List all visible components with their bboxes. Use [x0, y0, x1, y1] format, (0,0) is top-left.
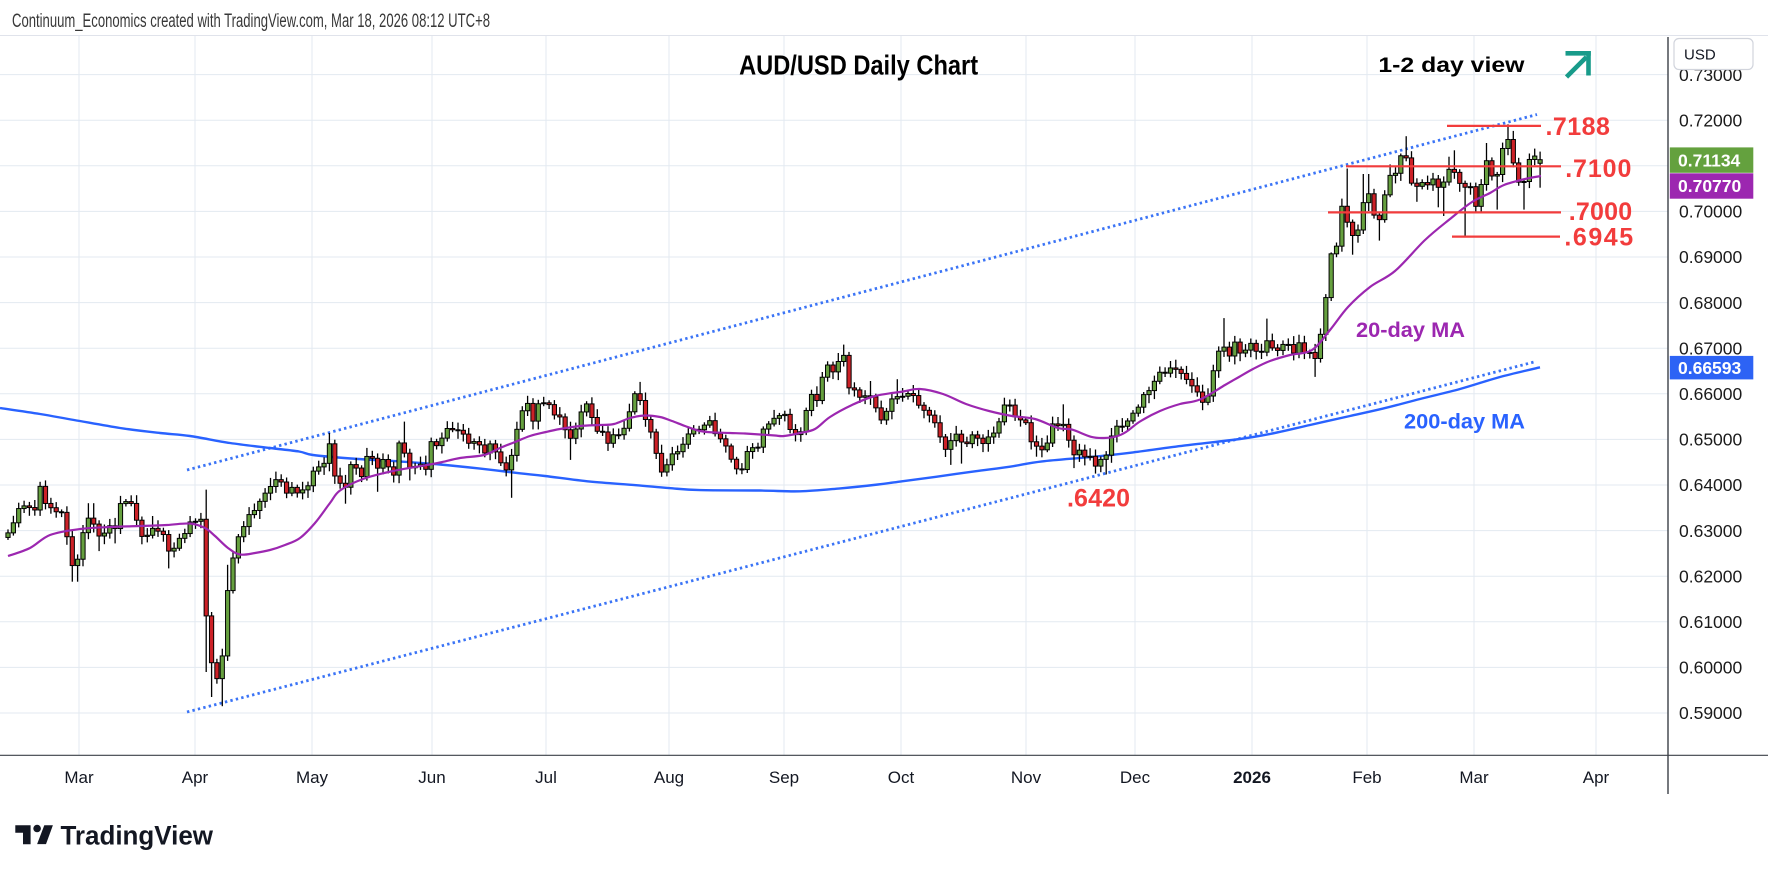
svg-text:0.69000: 0.69000 — [1679, 247, 1743, 267]
svg-text:Mar: Mar — [64, 768, 94, 787]
svg-text:USD: USD — [1684, 47, 1716, 64]
svg-text:0.70770: 0.70770 — [1678, 176, 1742, 196]
svg-text:.6945: .6945 — [1564, 223, 1633, 251]
svg-text:0.67000: 0.67000 — [1679, 338, 1743, 358]
svg-text:0.60000: 0.60000 — [1679, 658, 1743, 678]
svg-text:2026: 2026 — [1233, 768, 1271, 787]
svg-text:0.64000: 0.64000 — [1679, 475, 1743, 495]
svg-text:AUD/USD Daily Chart: AUD/USD Daily Chart — [739, 50, 978, 81]
svg-text:.7000: .7000 — [1569, 198, 1633, 226]
svg-text:0.66000: 0.66000 — [1679, 384, 1743, 404]
svg-text:Feb: Feb — [1352, 768, 1381, 787]
svg-text:Apr: Apr — [1583, 768, 1610, 787]
svg-text:TradingView: TradingView — [61, 820, 214, 850]
svg-text:Continuum_Economics created wi: Continuum_Economics created with Trading… — [12, 11, 490, 32]
svg-text:.6420: .6420 — [1067, 485, 1130, 513]
svg-text:Sep: Sep — [769, 768, 799, 787]
svg-text:0.68000: 0.68000 — [1679, 293, 1743, 313]
svg-text:1-2 day view: 1-2 day view — [1378, 53, 1524, 77]
svg-text:0.61000: 0.61000 — [1679, 612, 1743, 632]
svg-text:0.63000: 0.63000 — [1679, 521, 1743, 541]
svg-text:0.70000: 0.70000 — [1679, 202, 1743, 222]
svg-text:Mar: Mar — [1459, 768, 1489, 787]
svg-text:0.71134: 0.71134 — [1678, 150, 1741, 170]
svg-text:.7188: .7188 — [1546, 113, 1610, 141]
svg-text:0.66593: 0.66593 — [1678, 358, 1742, 378]
svg-text:.7100: .7100 — [1565, 155, 1631, 183]
svg-text:Dec: Dec — [1120, 768, 1151, 787]
svg-text:Oct: Oct — [888, 768, 915, 787]
svg-text:Apr: Apr — [182, 768, 209, 787]
svg-text:0.62000: 0.62000 — [1679, 566, 1743, 586]
svg-text:0.65000: 0.65000 — [1679, 430, 1743, 450]
svg-text:Aug: Aug — [654, 768, 684, 787]
svg-text:200-day MA: 200-day MA — [1404, 410, 1525, 434]
svg-text:Jun: Jun — [418, 768, 445, 787]
svg-text:Nov: Nov — [1011, 768, 1042, 787]
svg-text:20-day MA: 20-day MA — [1356, 318, 1465, 342]
svg-text:Jul: Jul — [535, 768, 557, 787]
svg-text:0.59000: 0.59000 — [1679, 703, 1743, 723]
svg-text:0.72000: 0.72000 — [1679, 110, 1743, 130]
svg-text:May: May — [296, 768, 329, 787]
